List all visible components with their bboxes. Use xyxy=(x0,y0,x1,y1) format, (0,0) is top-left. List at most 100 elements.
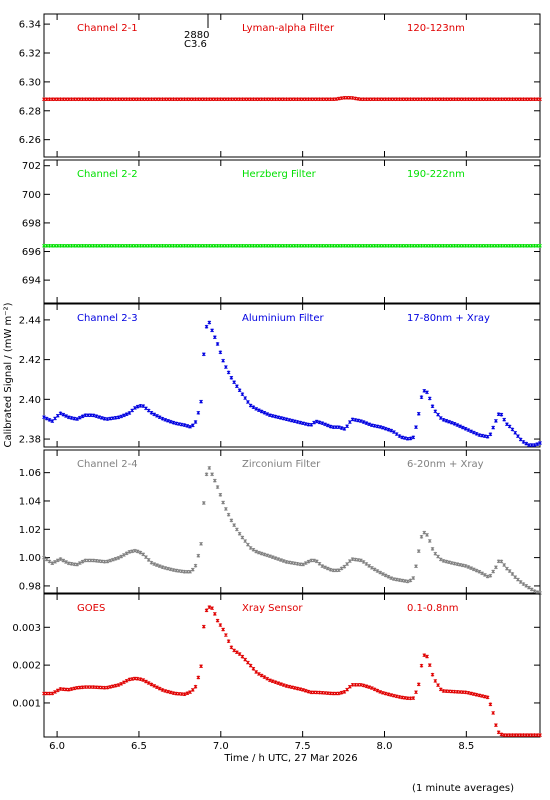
data-point xyxy=(210,472,214,477)
data-point xyxy=(356,558,360,562)
data-point xyxy=(279,97,283,102)
data-point xyxy=(336,425,341,430)
data-point xyxy=(331,568,336,573)
data-point xyxy=(524,243,529,248)
data-point xyxy=(207,466,212,470)
data-point xyxy=(314,559,319,564)
data-point xyxy=(361,97,366,102)
data-point xyxy=(166,243,170,248)
data-point xyxy=(86,558,90,563)
data-point xyxy=(309,690,314,695)
data-point xyxy=(386,243,391,248)
data-point xyxy=(339,426,344,430)
data-point xyxy=(469,566,473,571)
data-point xyxy=(436,683,440,687)
data-point xyxy=(306,689,311,694)
data-point xyxy=(287,560,292,565)
data-point xyxy=(221,627,225,632)
data-point xyxy=(400,578,405,583)
data-point xyxy=(166,689,170,694)
data-point xyxy=(276,557,281,561)
channel-label: Channel 2-1 xyxy=(77,23,138,34)
data-point xyxy=(505,422,509,427)
data-point xyxy=(61,243,66,248)
data-point xyxy=(287,243,292,248)
data-point xyxy=(416,97,421,102)
data-point xyxy=(157,686,162,691)
data-point xyxy=(61,687,66,692)
data-point xyxy=(422,388,427,393)
data-point xyxy=(298,243,303,248)
data-point xyxy=(422,653,427,658)
data-point xyxy=(535,590,540,595)
data-point xyxy=(130,97,135,102)
data-point xyxy=(113,556,118,561)
data-point xyxy=(317,97,322,102)
data-point xyxy=(361,683,366,688)
data-point xyxy=(381,425,385,430)
data-point xyxy=(535,442,540,446)
data-point xyxy=(472,567,476,572)
data-point xyxy=(325,243,330,248)
data-point xyxy=(210,97,214,102)
data-point xyxy=(141,243,146,248)
data-point xyxy=(196,243,201,248)
data-point xyxy=(306,559,311,564)
data-point xyxy=(323,243,327,248)
data-point xyxy=(367,422,372,427)
data-point xyxy=(485,695,490,700)
data-point xyxy=(246,660,250,665)
data-point xyxy=(254,407,259,411)
data-point xyxy=(436,554,440,559)
data-point xyxy=(111,243,115,248)
data-point xyxy=(155,685,159,690)
data-point xyxy=(342,243,347,248)
data-point xyxy=(518,243,523,248)
y-tick-label: 0.002 xyxy=(12,661,41,672)
y-tick-label: 0.003 xyxy=(12,623,41,634)
data-point xyxy=(491,97,496,102)
data-point xyxy=(108,97,112,102)
data-point xyxy=(270,679,275,684)
data-point xyxy=(414,425,418,429)
data-point xyxy=(88,97,93,102)
data-points xyxy=(42,466,542,595)
x-axis-label: Time / h UTC, 27 Mar 2026 xyxy=(223,753,357,764)
data-point xyxy=(359,682,363,687)
data-point xyxy=(295,97,300,102)
data-point xyxy=(345,562,349,566)
data-point xyxy=(438,97,443,102)
data-point xyxy=(254,243,259,248)
data-point xyxy=(535,733,540,737)
data-point xyxy=(416,243,421,248)
data-point xyxy=(190,243,195,248)
data-point xyxy=(188,97,192,102)
data-point xyxy=(193,420,198,424)
data-point xyxy=(499,243,504,248)
data-point xyxy=(246,400,250,404)
data-point xyxy=(328,97,333,102)
filter-label: Aluminium Filter xyxy=(242,313,325,324)
data-point xyxy=(513,733,518,737)
data-point xyxy=(403,695,407,700)
data-point xyxy=(455,243,460,248)
y-tick-label: 2.42 xyxy=(19,355,41,366)
data-point xyxy=(521,440,526,444)
data-point xyxy=(287,418,292,422)
data-point xyxy=(381,97,385,102)
data-point xyxy=(50,691,55,696)
data-point xyxy=(130,408,135,413)
y-tick-label: 6.30 xyxy=(19,77,41,88)
data-point xyxy=(105,685,110,690)
data-point xyxy=(254,549,259,554)
data-point xyxy=(400,243,405,248)
data-point xyxy=(268,97,272,102)
data-point xyxy=(416,411,421,416)
data-point xyxy=(488,702,493,707)
data-point xyxy=(130,243,135,248)
data-point xyxy=(348,559,352,563)
data-point xyxy=(334,97,338,101)
data-point xyxy=(502,417,507,422)
data-point xyxy=(86,243,90,248)
filter-label: Zirconium Filter xyxy=(242,459,321,470)
